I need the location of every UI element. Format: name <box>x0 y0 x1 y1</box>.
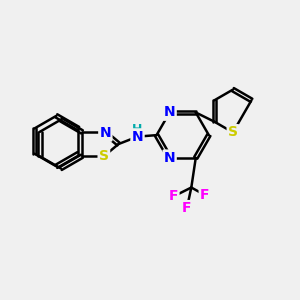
Text: N: N <box>164 106 176 119</box>
Text: F: F <box>182 201 192 215</box>
Text: N: N <box>100 126 111 140</box>
Text: N: N <box>132 130 143 144</box>
Text: H: H <box>132 123 143 136</box>
Text: F: F <box>169 189 178 203</box>
Text: S: S <box>99 149 109 163</box>
Text: F: F <box>200 188 209 202</box>
Text: S: S <box>228 125 238 140</box>
Text: N: N <box>164 151 176 165</box>
